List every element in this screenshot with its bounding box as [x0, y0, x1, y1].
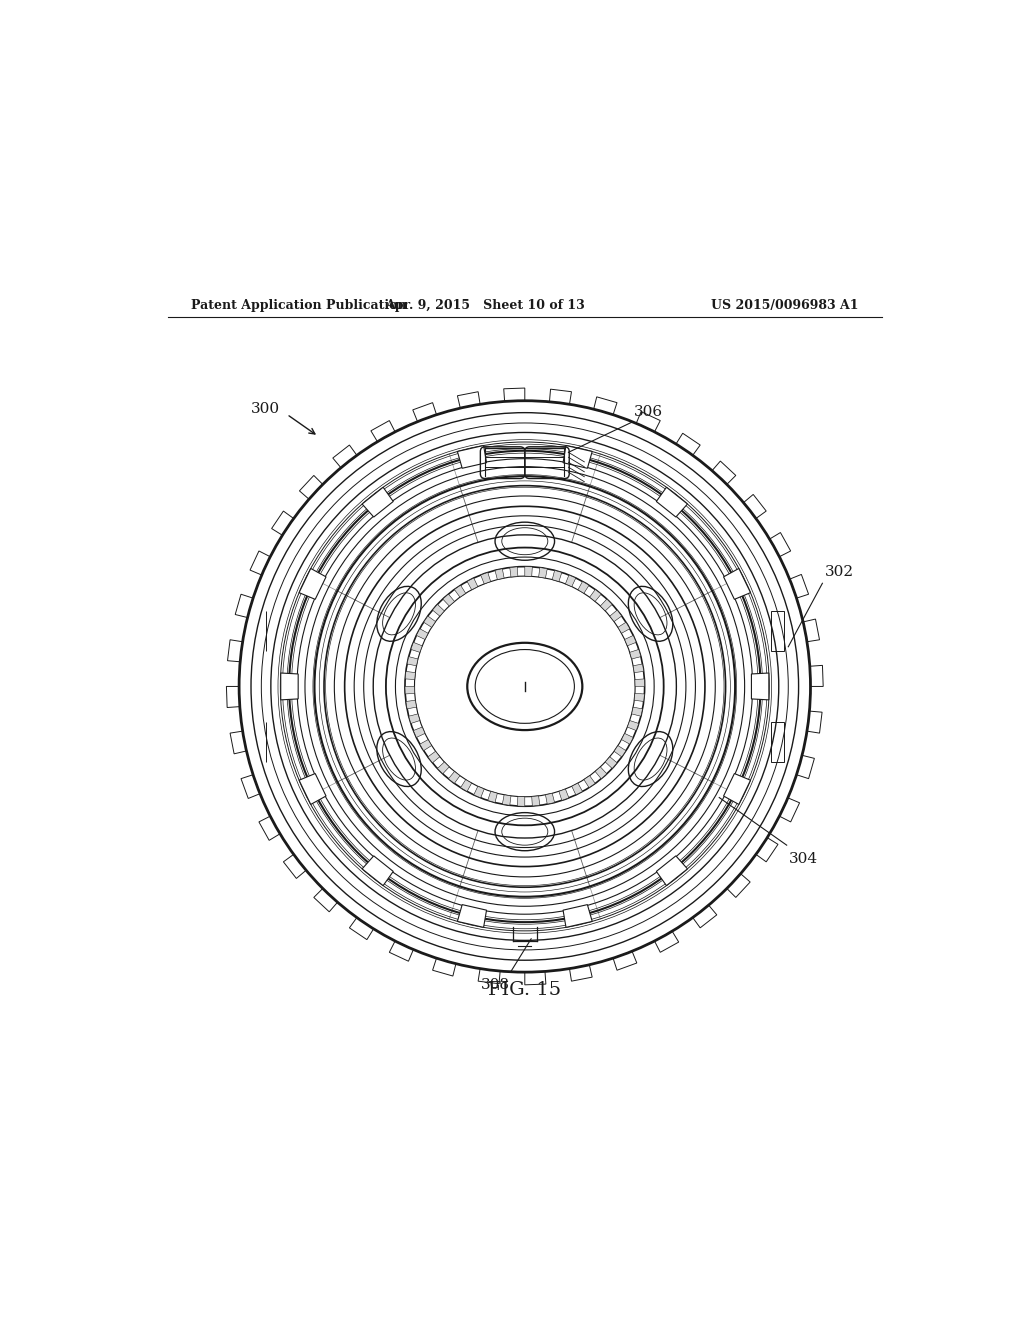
Polygon shape	[461, 780, 472, 792]
Polygon shape	[442, 594, 455, 606]
Polygon shape	[411, 643, 422, 652]
Polygon shape	[628, 721, 639, 730]
Polygon shape	[362, 487, 393, 517]
Polygon shape	[432, 605, 444, 616]
Polygon shape	[625, 635, 636, 645]
Polygon shape	[299, 569, 326, 599]
Polygon shape	[617, 622, 630, 634]
Polygon shape	[414, 727, 425, 738]
Text: FIG. 15: FIG. 15	[488, 981, 561, 999]
Polygon shape	[437, 762, 450, 774]
Text: 306: 306	[634, 405, 664, 418]
Polygon shape	[633, 664, 644, 673]
Polygon shape	[571, 783, 583, 795]
Text: 302: 302	[824, 565, 854, 579]
Polygon shape	[584, 776, 595, 788]
Polygon shape	[539, 568, 547, 578]
Polygon shape	[404, 686, 415, 694]
Polygon shape	[408, 656, 418, 665]
Polygon shape	[531, 796, 540, 807]
Polygon shape	[409, 714, 420, 723]
Text: US 2015/0096983 A1: US 2015/0096983 A1	[711, 300, 858, 312]
Polygon shape	[724, 774, 751, 804]
Text: 300: 300	[251, 401, 281, 416]
Polygon shape	[299, 774, 326, 804]
Polygon shape	[656, 487, 687, 517]
Polygon shape	[406, 701, 417, 709]
Polygon shape	[517, 796, 524, 807]
Polygon shape	[605, 756, 617, 768]
Polygon shape	[563, 904, 592, 928]
Polygon shape	[424, 616, 435, 627]
Polygon shape	[600, 599, 612, 611]
Polygon shape	[546, 793, 555, 804]
Text: Patent Application Publication: Patent Application Publication	[191, 300, 407, 312]
Polygon shape	[406, 672, 416, 680]
Polygon shape	[458, 904, 486, 928]
Polygon shape	[417, 628, 428, 639]
Polygon shape	[420, 739, 432, 751]
Polygon shape	[362, 855, 393, 886]
Text: 308: 308	[481, 978, 510, 993]
Polygon shape	[614, 746, 626, 756]
Polygon shape	[656, 855, 687, 886]
Text: 304: 304	[790, 851, 818, 866]
Polygon shape	[632, 708, 642, 717]
Polygon shape	[565, 576, 575, 586]
Polygon shape	[510, 566, 518, 577]
Polygon shape	[467, 578, 478, 590]
Polygon shape	[563, 446, 592, 469]
Polygon shape	[474, 787, 484, 797]
Polygon shape	[455, 585, 466, 597]
Polygon shape	[724, 569, 751, 599]
Polygon shape	[752, 673, 769, 700]
Polygon shape	[578, 581, 589, 593]
Polygon shape	[495, 569, 504, 579]
Polygon shape	[480, 573, 490, 583]
Polygon shape	[458, 446, 486, 469]
Polygon shape	[559, 789, 569, 800]
Polygon shape	[630, 649, 641, 659]
Polygon shape	[590, 590, 601, 602]
Polygon shape	[622, 734, 633, 744]
Polygon shape	[610, 610, 622, 622]
Polygon shape	[635, 678, 645, 686]
Polygon shape	[595, 767, 607, 779]
Polygon shape	[524, 566, 532, 577]
Polygon shape	[281, 673, 298, 700]
Polygon shape	[634, 693, 644, 701]
Polygon shape	[552, 570, 562, 582]
Polygon shape	[503, 795, 511, 805]
Polygon shape	[428, 751, 439, 763]
Text: Apr. 9, 2015   Sheet 10 of 13: Apr. 9, 2015 Sheet 10 of 13	[385, 300, 585, 312]
Polygon shape	[449, 771, 460, 783]
Polygon shape	[487, 792, 498, 803]
